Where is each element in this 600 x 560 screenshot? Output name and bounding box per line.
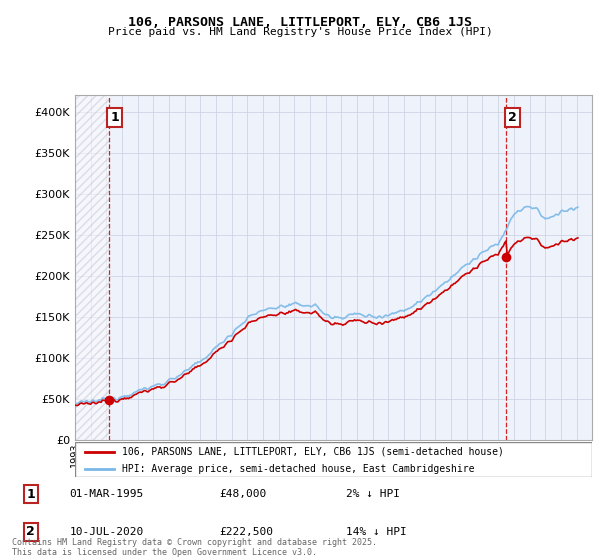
Text: 106, PARSONS LANE, LITTLEPORT, ELY, CB6 1JS (semi-detached house): 106, PARSONS LANE, LITTLEPORT, ELY, CB6 … [122, 447, 503, 457]
Text: 106, PARSONS LANE, LITTLEPORT, ELY, CB6 1JS: 106, PARSONS LANE, LITTLEPORT, ELY, CB6 … [128, 16, 472, 29]
Text: 14% ↓ HPI: 14% ↓ HPI [346, 527, 407, 537]
Text: HPI: Average price, semi-detached house, East Cambridgeshire: HPI: Average price, semi-detached house,… [122, 464, 474, 474]
Text: 01-MAR-1995: 01-MAR-1995 [70, 489, 144, 500]
Text: Contains HM Land Registry data © Crown copyright and database right 2025.
This d: Contains HM Land Registry data © Crown c… [12, 538, 377, 557]
Text: 2% ↓ HPI: 2% ↓ HPI [346, 489, 400, 500]
FancyBboxPatch shape [75, 442, 592, 477]
Text: Price paid vs. HM Land Registry's House Price Index (HPI): Price paid vs. HM Land Registry's House … [107, 27, 493, 37]
Text: £48,000: £48,000 [220, 489, 266, 500]
Text: 2: 2 [508, 111, 517, 124]
Text: £222,500: £222,500 [220, 527, 274, 537]
Bar [75, 95, 109, 440]
Text: 2: 2 [26, 525, 35, 538]
Text: 1: 1 [110, 111, 119, 124]
Text: 10-JUL-2020: 10-JUL-2020 [70, 527, 144, 537]
Text: 1: 1 [26, 488, 35, 501]
